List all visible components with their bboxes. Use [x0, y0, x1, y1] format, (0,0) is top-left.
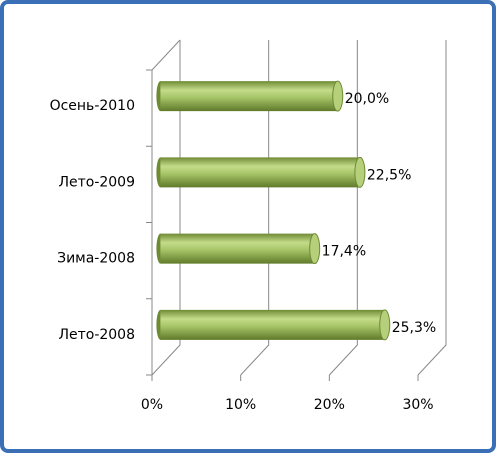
wall-edge	[151, 39, 181, 71]
bar	[160, 233, 315, 264]
bar-cap	[354, 156, 366, 188]
value-label: 20,0%	[345, 91, 389, 107]
y-tick-label: Осень-2010	[50, 98, 135, 114]
grid-line	[240, 40, 270, 376]
y-tick-label: Зима-2008	[57, 251, 135, 267]
grid-line	[417, 40, 447, 376]
bar-cap	[332, 80, 344, 112]
value-label: 22,5%	[367, 167, 411, 183]
y-tick-label: Лето-2009	[58, 174, 135, 190]
value-label: 25,3%	[392, 320, 436, 336]
x-tick-label: 10%	[225, 397, 256, 413]
grid-line	[328, 40, 358, 376]
bar	[160, 309, 385, 340]
value-label: 17,4%	[322, 244, 366, 260]
x-tick-label: 0%	[141, 397, 163, 413]
bar-cap	[379, 309, 391, 341]
x-tick-label: 20%	[314, 397, 345, 413]
bar-cap	[309, 233, 321, 265]
y-tick-label: Лето-2008	[58, 327, 135, 343]
bar	[160, 157, 360, 188]
x-tick-label: 30%	[402, 397, 433, 413]
grid-line	[151, 40, 181, 376]
bar	[160, 81, 338, 112]
